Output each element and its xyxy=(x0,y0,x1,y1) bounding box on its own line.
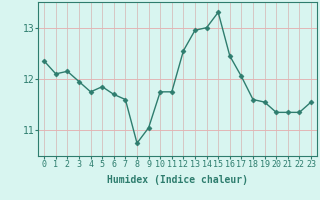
X-axis label: Humidex (Indice chaleur): Humidex (Indice chaleur) xyxy=(107,175,248,185)
